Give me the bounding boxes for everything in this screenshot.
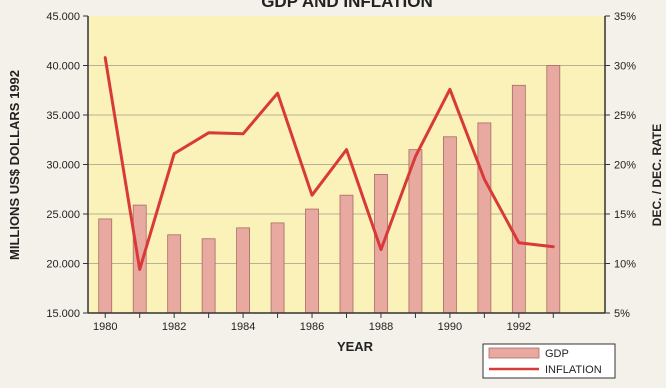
bar-gdp-1992 xyxy=(511,84,526,314)
y-tick-label: 15.000 xyxy=(46,308,80,320)
y-axis-label: MILLIONS US$ DOLLARS 1992 xyxy=(7,70,22,260)
y-tick-label: 40.000 xyxy=(46,61,80,73)
point-inflation-1991 xyxy=(483,178,486,181)
x-tick-label: 1990 xyxy=(438,321,462,333)
bar-gdp-1986 xyxy=(305,208,319,314)
bar-gdp-1989 xyxy=(408,149,423,314)
point-inflation-1993 xyxy=(552,245,555,248)
y-tick-label: 35.000 xyxy=(46,110,80,122)
y2-tick-label: 20% xyxy=(614,160,636,172)
point-inflation-1988 xyxy=(379,248,383,251)
y2-axis-label: DEC. / DEC. RATE xyxy=(650,124,664,226)
line-inflation xyxy=(103,56,555,271)
point-inflation-1990 xyxy=(448,88,452,91)
y-tick-label: 20.000 xyxy=(46,259,80,271)
bar-gdp-1990 xyxy=(442,136,457,314)
y2-tick-label: 5% xyxy=(614,308,630,320)
point-inflation-1987 xyxy=(345,148,348,151)
y-tick-label: 25.000 xyxy=(46,209,80,221)
bar-gdp-1985 xyxy=(270,222,285,314)
y2-tick-label: 15% xyxy=(614,209,636,221)
point-inflation-1983 xyxy=(207,131,210,135)
y2-tick-label: 10% xyxy=(614,259,636,271)
point-inflation-1984 xyxy=(241,132,245,136)
y-tick-label: 45.000 xyxy=(46,11,80,23)
legend-label-gdp: GDP xyxy=(545,348,569,360)
bar-gdp-1983 xyxy=(201,238,216,314)
point-inflation-1986 xyxy=(310,193,314,197)
legend-label-inflation: INFLATION xyxy=(545,364,602,376)
legend: GDP INFLATION xyxy=(482,343,616,379)
y2-tick-label: 30% xyxy=(614,61,636,73)
point-inflation-1980 xyxy=(104,56,107,59)
x-tick-label: 1982 xyxy=(162,321,186,333)
point-inflation-1982 xyxy=(172,152,176,155)
x-tick-label: 1992 xyxy=(507,321,531,333)
x-tick-label: 1980 xyxy=(93,321,117,333)
bar-gdp-1980 xyxy=(98,218,113,314)
bar-gdp-1982 xyxy=(167,234,182,314)
x-tick-label: 1986 xyxy=(300,321,324,333)
legend-swatch-gdp xyxy=(488,347,540,359)
chart-title: GDP AND INFLATION xyxy=(261,0,433,11)
x-tick-label: 1984 xyxy=(231,321,255,333)
y2-tick-label: 35% xyxy=(614,11,636,23)
bar-gdp-1993 xyxy=(546,65,561,314)
point-inflation-1981 xyxy=(138,268,141,271)
point-inflation-1985 xyxy=(276,92,279,95)
point-inflation-1992 xyxy=(517,241,521,244)
y-tick-label: 30.000 xyxy=(46,160,80,172)
x-axis-label: YEAR xyxy=(337,339,374,354)
x-tick-label: 1988 xyxy=(369,321,393,333)
bar-gdp-1984 xyxy=(236,227,251,314)
bar-gdp-1988 xyxy=(374,173,388,314)
y2-tick-label: 25% xyxy=(614,110,636,122)
bar-gdp-1987 xyxy=(339,194,354,314)
point-inflation-1989 xyxy=(414,155,417,158)
bar-gdp-1991 xyxy=(477,122,492,314)
